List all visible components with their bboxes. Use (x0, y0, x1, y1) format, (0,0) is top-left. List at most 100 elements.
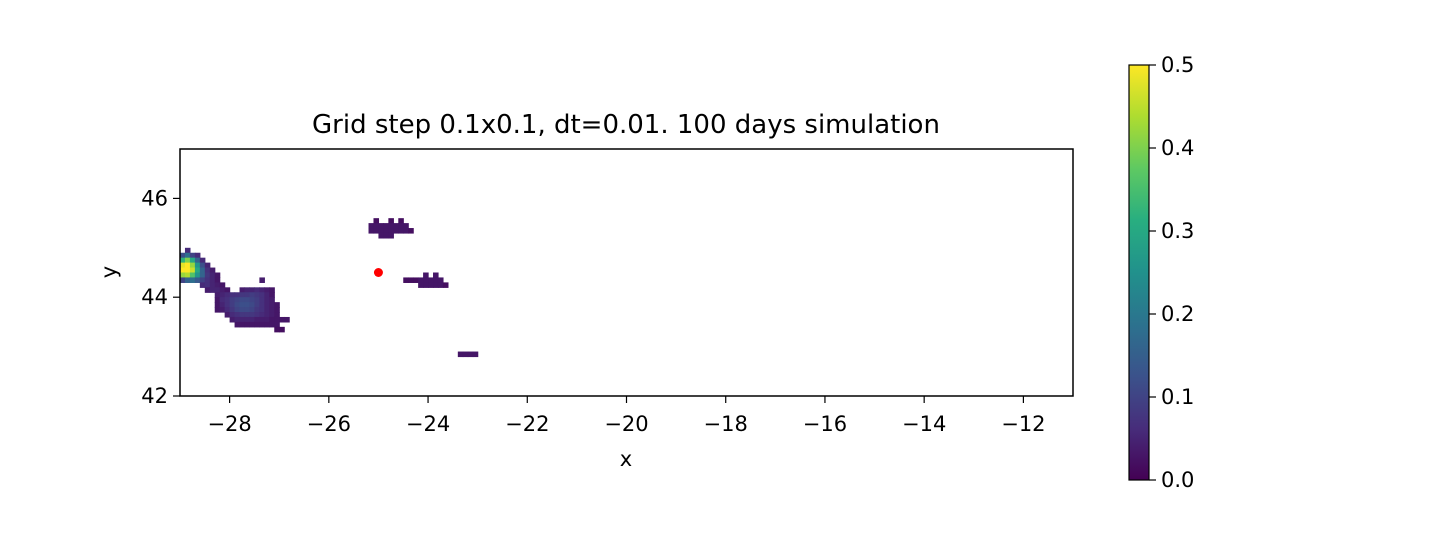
heatmap-cell (229, 316, 236, 323)
heatmap-cell (418, 282, 424, 288)
heatmap-cell (204, 287, 211, 293)
x-axis: −28 −26 −24 −22 −20 −18 −16 −14 −12 (207, 396, 1046, 436)
heatmap-cell (398, 228, 404, 234)
heatmap-cell (259, 277, 265, 283)
heatmap-cell (180, 262, 186, 269)
heatmap-cell (214, 287, 221, 293)
y-axis-label: y (97, 266, 121, 278)
x-tick-label: −16 (803, 412, 847, 436)
colorbar-tick-label: 0.4 (1161, 136, 1194, 160)
heatmap-cell (264, 312, 270, 318)
heatmap-cell (373, 228, 380, 234)
y-tick-label: 44 (141, 285, 168, 309)
heatmap-cell (229, 302, 236, 308)
heatmap-cell (383, 223, 389, 229)
chart-title: Grid step 0.1x0.1, dt=0.01. 100 days sim… (312, 110, 940, 140)
heatmap-cell (249, 321, 256, 328)
heatmap-cell (239, 302, 246, 308)
heatmap-cell (204, 277, 211, 283)
heatmap-cell (199, 282, 206, 288)
heatmap-cell (194, 262, 201, 269)
heatmap-cell (259, 316, 265, 323)
heatmap-cell (264, 302, 270, 308)
heatmap-cell (462, 351, 469, 358)
heatmap-cell (194, 252, 201, 259)
heatmap-cell (433, 277, 439, 283)
heatmap-cell (373, 223, 380, 229)
colorbar-tick-label: 0.2 (1161, 302, 1194, 326)
heatmap-cell (189, 262, 196, 269)
heatmap-cell (274, 312, 280, 318)
heatmap-cell (209, 282, 216, 288)
heatmap-cell (403, 228, 409, 234)
heatmap-cell (269, 302, 275, 308)
heatmap-cell (204, 282, 211, 288)
heatmap-cell (244, 297, 251, 303)
heatmap-cell (244, 316, 251, 323)
heatmap-cell (199, 267, 206, 274)
heatmap-cell (279, 326, 285, 333)
colorbar-tick-label: 0.1 (1161, 385, 1194, 409)
heatmap-cell (259, 297, 265, 303)
heatmap-cell (269, 316, 275, 323)
heatmap-cell (189, 272, 196, 279)
heatmap-cell (423, 272, 429, 279)
heatmap-cell (249, 316, 256, 323)
heatmap-cell (249, 302, 256, 308)
heatmap-cell (284, 316, 290, 323)
heatmap-cell (209, 277, 216, 283)
heatmap-cell (274, 316, 280, 323)
heatmap-cell (398, 218, 404, 224)
heatmap-cell (194, 277, 201, 283)
heatmap-cell (408, 228, 414, 234)
heatmap-cell (467, 351, 474, 358)
heatmap-cell (254, 287, 260, 293)
heatmap-cell (234, 321, 241, 328)
heatmap-cell (249, 297, 256, 303)
x-axis-label: x (620, 447, 632, 471)
heatmap-cell (219, 297, 226, 303)
heatmap-cell (244, 287, 251, 293)
x-tick-label: −20 (604, 412, 648, 436)
heatmap-cell (219, 307, 226, 313)
heatmap-cell (199, 277, 206, 283)
heatmap-cell (199, 272, 206, 279)
heatmap-cell (254, 307, 260, 313)
heatmap-cell (209, 267, 216, 274)
heatmap-cell (194, 267, 201, 274)
colorbar-tick-label: 0.0 (1161, 468, 1194, 492)
heatmap-cell (234, 316, 241, 323)
heatmap-cell (239, 287, 246, 293)
heatmap-cell (269, 312, 275, 318)
heatmap-cell (254, 312, 260, 318)
heatmap-cell (214, 272, 221, 279)
y-tick-label: 46 (141, 186, 168, 210)
heatmap-cell (224, 312, 231, 318)
heatmap-cell (224, 297, 231, 303)
heatmap-cell (214, 307, 221, 313)
heatmap-cell (393, 228, 399, 234)
x-tick-label: −12 (1001, 412, 1045, 436)
heatmap-cell (209, 272, 216, 279)
heatmap-cell (274, 326, 280, 333)
heatmap-cell (264, 297, 270, 303)
heatmap-cell (428, 277, 434, 283)
heatmap-cell (204, 272, 211, 279)
heatmap-cell (234, 302, 241, 308)
heatmap-cell (224, 287, 231, 293)
heatmap-cell (418, 277, 424, 283)
heatmap-cell (264, 321, 270, 328)
heatmap-cell (437, 277, 444, 283)
heatmap-cell (254, 302, 260, 308)
heatmap-cell (214, 282, 221, 288)
heatmap-cell (259, 302, 265, 308)
heatmap-cell (403, 223, 409, 229)
x-tick-label: −18 (704, 412, 748, 436)
heatmap-cell (219, 287, 226, 293)
heatmap-cell (254, 321, 260, 328)
heatmap-cell (274, 321, 280, 328)
heatmap-cell (269, 287, 275, 293)
heatmap-cell (214, 297, 221, 303)
heatmap-cell (180, 252, 186, 259)
